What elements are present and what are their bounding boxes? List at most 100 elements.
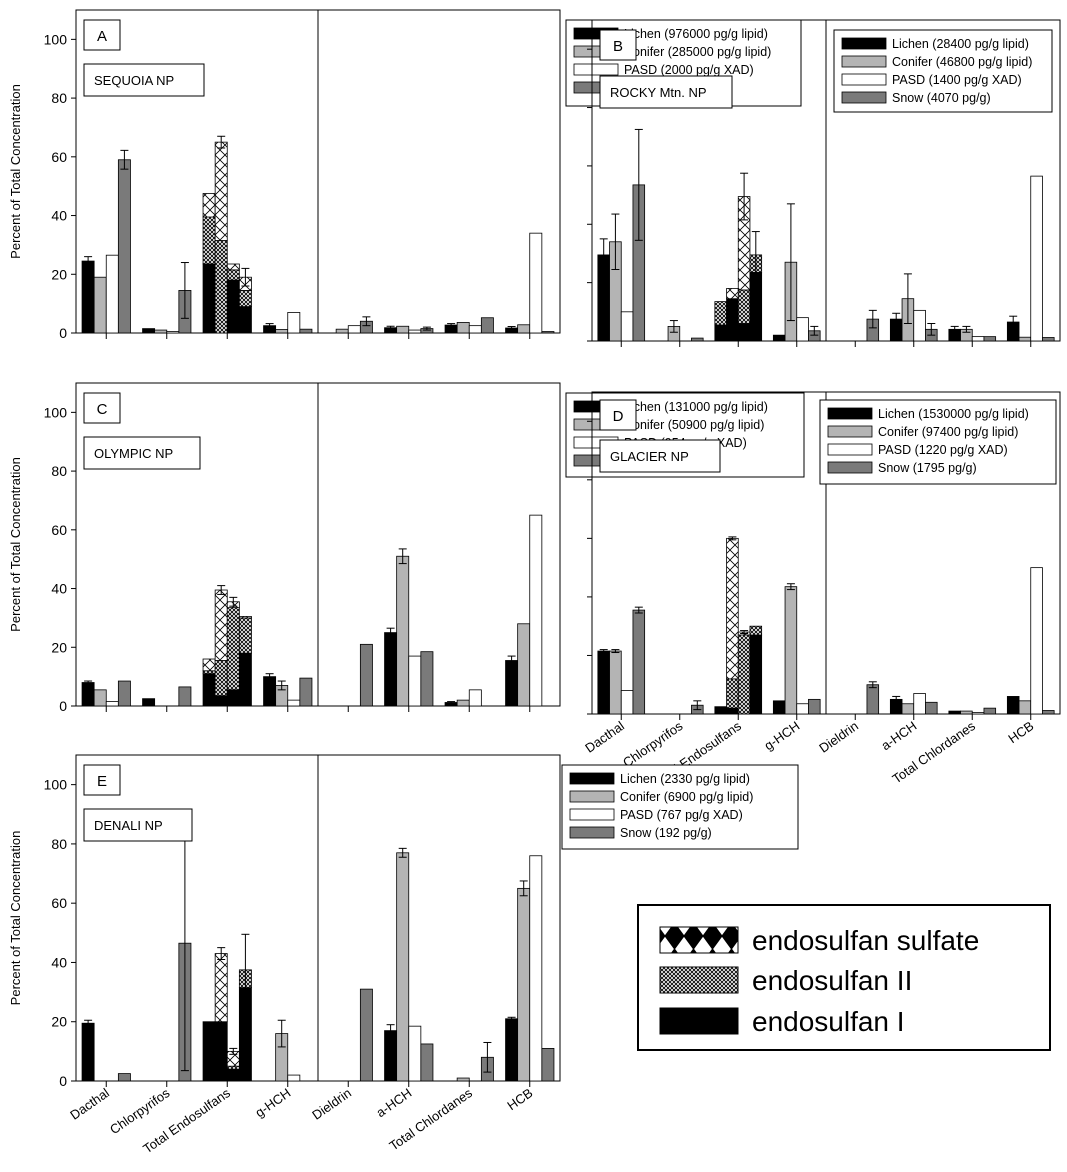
bar-a-conifer-a-hch — [396, 325, 410, 334]
error-bar — [217, 947, 226, 960]
bar-d-conifer-endosulfans-i — [726, 707, 739, 715]
legend-swatch-pasd — [841, 73, 887, 86]
bar-e-conifer-endosulfans-i — [214, 1021, 228, 1082]
bar-e-conifer-endosulfans-sulfate — [214, 953, 228, 1023]
panel-a: 0 20 40 60 80 100 Percent of Total Concentrati… — [8, 9, 802, 341]
bar-e-pasd-endosulfans-i — [226, 1068, 240, 1082]
bar-c-conifer-hcb — [517, 623, 531, 707]
bar-c-lichen-endosulfans-i — [202, 673, 216, 707]
legend-label-conifer: Conifer (46800 pg/g lipid) — [892, 55, 1032, 69]
error-bar — [868, 681, 877, 689]
bar-b-snow-hcb — [1042, 337, 1055, 342]
error-bar — [611, 649, 620, 654]
bar-d-snow-a-hch — [925, 701, 938, 715]
bar-c-lichen-endosulfans-ii — [202, 670, 216, 675]
bar-d-pasd-g-hch — [796, 703, 809, 715]
bar-a-lichen-endosulfans-i — [202, 263, 216, 334]
bar-e-conifer-hcb — [517, 887, 531, 1082]
error-bar — [519, 880, 528, 897]
x-tick-label-g-hch: g-HCH — [252, 1085, 293, 1120]
bar-b-conifer-hcb — [1018, 336, 1032, 342]
bar-c-conifer-endosulfans-sulfate — [214, 589, 228, 661]
legend-label-lichen: Lichen (131000 pg/g lipid) — [624, 400, 768, 414]
bar-d-conifer-total-chlordanes — [960, 710, 973, 715]
bar-c-conifer-endosulfans-i — [214, 695, 228, 707]
bar-d-snow-hcb — [1042, 710, 1055, 715]
bar-a-conifer-dacthal — [93, 276, 107, 334]
bar-e-snow-hcb — [541, 1048, 555, 1082]
x-tick-label-a-hch: a-HCH — [373, 1085, 414, 1120]
error-bar — [751, 231, 760, 279]
error-bar — [599, 238, 608, 272]
park-name: DENALI NP — [94, 818, 163, 833]
y-tick-label: 80 — [51, 463, 67, 479]
bar-c-conifer-total-chlordanes — [456, 699, 470, 707]
bar-e-snow-dieldrin — [359, 988, 373, 1082]
error-bar — [962, 325, 971, 333]
y-tick-label: 60 — [51, 149, 67, 165]
panel-a-bars — [81, 135, 555, 334]
panel-e-legend: Lichen (2330 pg/g lipid) Conifer (6900 pg… — [561, 764, 799, 850]
bar-d-lichen-dacthal — [597, 650, 610, 715]
panel-letter-box — [599, 399, 637, 431]
panel-b: B ROCKY Mtn. NP Lichen (28400 pg/g lipid) C… — [587, 19, 1061, 347]
error-bar — [362, 316, 371, 327]
panel-b-bars — [597, 128, 1055, 342]
error-bar — [241, 267, 250, 287]
bar-a-snow-total-chlordanes — [480, 317, 494, 334]
legend-swatch-conifer — [569, 790, 615, 803]
panel-d-legend: Lichen (1530000 pg/g lipid) Conifer (9740… — [819, 399, 1057, 485]
panel-e-bars — [81, 815, 555, 1082]
bar-b-conifer-endosulfans-i — [726, 298, 739, 342]
error-bar — [277, 1019, 286, 1048]
legend-label-endosulfan-ii: endosulfan II — [752, 965, 912, 996]
bar-e-pasd-g-hch — [287, 1074, 301, 1082]
bar-b-snow-chlorpyrifos — [691, 337, 704, 342]
bar-b-lichen-g-hch — [772, 334, 786, 342]
bar-a-conifer-endosulfans-ii — [214, 240, 228, 334]
legend-swatch-endosulfan-ii — [659, 966, 739, 994]
legend-swatch-pasd — [827, 443, 873, 456]
bar-b-pasd-endosulfans-i — [737, 323, 751, 342]
bar-b-snow-total-chlordanes — [983, 336, 997, 342]
x-tick-label-hcb: HCB — [1005, 718, 1036, 746]
bar-e-lichen-hcb — [505, 1018, 519, 1082]
legend-swatch-lichen — [841, 37, 887, 50]
y-tick-label: 60 — [51, 522, 67, 538]
panel-c: 0 20 40 60 80 100 Percent of Total Concentrati… — [8, 382, 805, 714]
error-bar — [483, 1041, 492, 1073]
bar-b-pasd-g-hch — [796, 317, 809, 342]
y-tick-label: 100 — [44, 31, 68, 47]
bar-d-snow-g-hch — [808, 698, 821, 715]
error-bar — [241, 933, 250, 1006]
bar-a-conifer-endosulfans-sulfate — [214, 141, 228, 241]
legend-swatch-conifer — [841, 55, 887, 68]
bar-c-lichen-chlorpyrifos — [142, 698, 156, 707]
error-bar — [217, 585, 226, 595]
panel-c-bars — [81, 514, 543, 707]
bar-a-snow-endosulfans-i — [238, 306, 252, 334]
bar-b-pasd-a-hch — [913, 309, 926, 342]
legend-label-lichen: Lichen (1530000 pg/g lipid) — [878, 407, 1029, 421]
x-tick-label-hcb: HCB — [504, 1085, 535, 1113]
bar-d-snow-endosulfans-i — [749, 634, 763, 715]
y-tick-label: 60 — [51, 895, 67, 911]
error-bar — [611, 213, 620, 271]
bar-b-pasd-total-chlordanes — [971, 336, 985, 342]
bar-c-pasd-dacthal — [105, 701, 119, 707]
error-bar — [868, 309, 877, 329]
bar-e-lichen-endosulfans-i — [202, 1021, 216, 1082]
bar-c-snow-dieldrin — [359, 643, 373, 707]
bar-d-conifer-endosulfans-sulfate — [726, 537, 739, 680]
y-tick-label: 20 — [51, 266, 67, 282]
bar-c-conifer-endosulfans-ii — [214, 660, 228, 697]
park-name-box — [83, 808, 193, 842]
error-bar — [265, 323, 274, 329]
bar-a-pasd-total-chlordanes — [468, 325, 482, 334]
bar-b-lichen-endosulfans-i — [714, 324, 727, 342]
bar-d-snow-dacthal — [632, 609, 646, 715]
bar-c-pasd-endosulfans-ii — [226, 607, 240, 691]
bar-d-pasd-hcb — [1030, 567, 1043, 715]
legend-label-conifer: Conifer (97400 pg/g lipid) — [878, 425, 1018, 439]
